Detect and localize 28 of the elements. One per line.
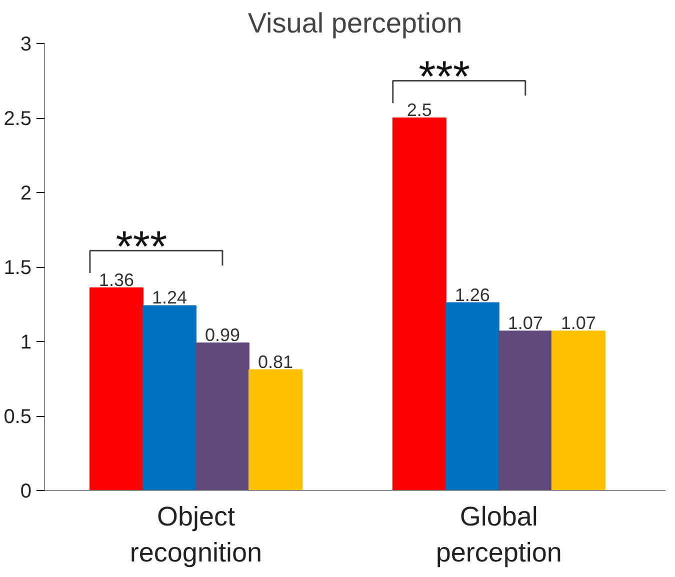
bar xyxy=(392,118,446,490)
bar xyxy=(89,287,144,490)
data-label: 1.36 xyxy=(98,270,134,290)
bar xyxy=(142,305,196,490)
bar xyxy=(195,342,250,490)
y-tick-label: 1 xyxy=(20,332,32,354)
data-label: 0.81 xyxy=(258,352,294,372)
data-label: 1.07 xyxy=(560,313,596,334)
annotation: *** xyxy=(418,52,470,102)
x-tick-label: Object recognition xyxy=(130,502,262,568)
chart-title: Visual perception xyxy=(248,8,462,38)
bar xyxy=(498,330,552,490)
y-tick-label: 1.5 xyxy=(4,257,32,279)
bar xyxy=(248,369,302,490)
y-tick-label: 2 xyxy=(20,182,32,204)
x-tick-label: Global perception xyxy=(436,502,562,568)
y-tick-label: 3 xyxy=(20,34,32,56)
y-tick-label: 0.5 xyxy=(4,406,32,428)
y-tick-label: 0 xyxy=(20,480,32,502)
data-label: 2.5 xyxy=(406,100,432,120)
data-label: 0.99 xyxy=(204,324,240,345)
annotation: *** xyxy=(116,222,168,272)
bar xyxy=(445,302,500,490)
data-label: 1.07 xyxy=(508,313,543,334)
data-label: 1.24 xyxy=(152,288,187,308)
data-label: 1.26 xyxy=(454,284,490,305)
bar xyxy=(551,330,606,490)
y-tick-label: 2.5 xyxy=(4,108,32,130)
